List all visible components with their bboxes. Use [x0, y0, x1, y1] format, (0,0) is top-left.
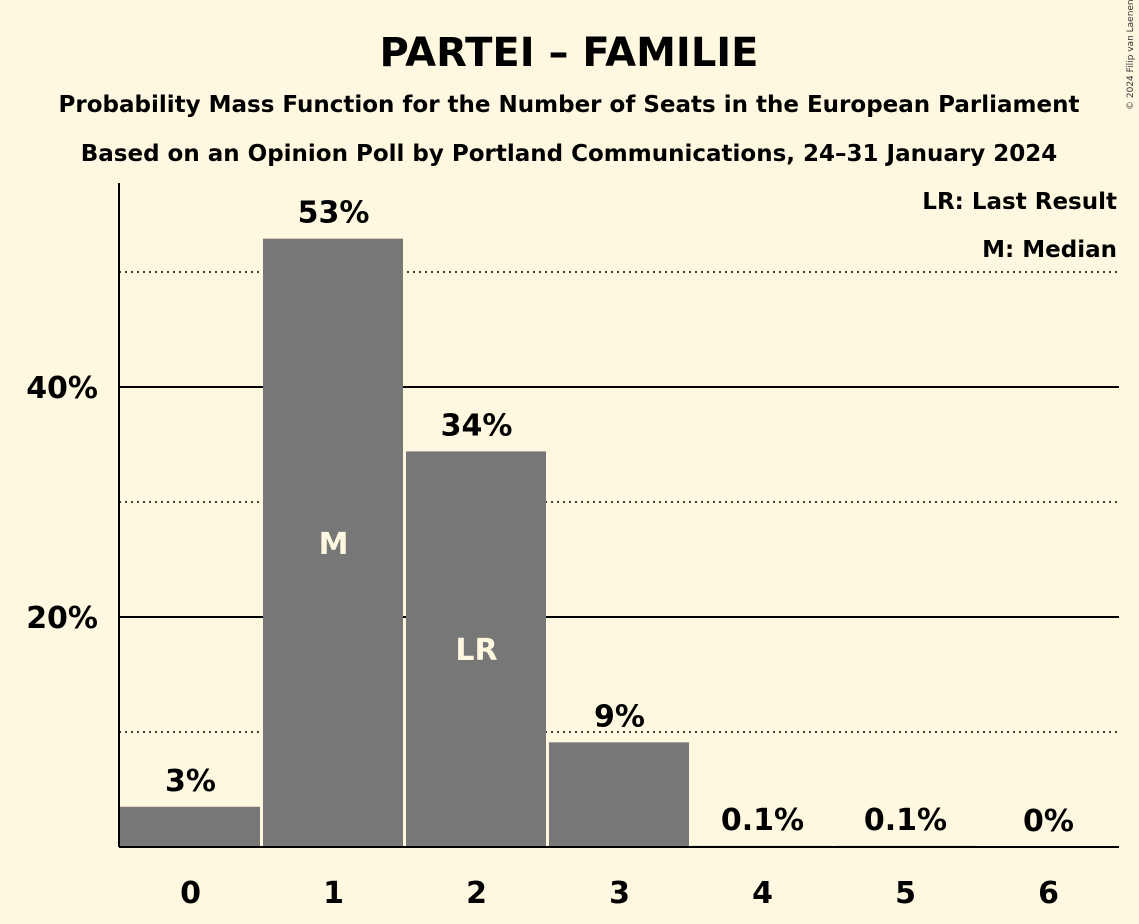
x-tick-label: 2 [466, 876, 487, 911]
x-tick-label: 6 [1038, 876, 1059, 911]
bar-1 [263, 238, 403, 847]
data-label-5: 0.1% [864, 803, 947, 838]
data-label-4: 0.1% [721, 803, 804, 838]
chart-subtitle-source: Based on an Opinion Poll by Portland Com… [81, 141, 1058, 167]
x-tick-label: 0 [180, 876, 201, 911]
bar-3 [549, 742, 689, 847]
legend-median: M: Median [982, 237, 1117, 263]
y-tick-label: 40% [26, 371, 98, 406]
data-label-3: 9% [594, 699, 645, 734]
x-tick-label: 4 [752, 876, 773, 911]
data-label-1: 53% [298, 196, 370, 231]
axes: 20% 40% 0 1 2 3 4 5 6 [26, 183, 1119, 911]
bars [120, 238, 975, 847]
x-tick-label: 3 [609, 876, 630, 911]
bar-marker-1: M [319, 527, 349, 562]
chart-title: PARTEI – FAMILIE [379, 30, 758, 76]
data-labels: 3% 53% M 34% LR 9% 0.1% 0.1% 0% [165, 196, 1074, 839]
x-tick-label: 1 [323, 876, 344, 911]
bar-marker-2: LR [455, 633, 497, 668]
data-label-0: 3% [165, 764, 216, 799]
y-tick-label: 20% [26, 601, 98, 636]
x-tick-label: 5 [895, 876, 916, 911]
legend-last-result: LR: Last Result [922, 189, 1117, 215]
bar-2 [406, 451, 546, 847]
copyright-text: © 2024 Filip van Laenen [1126, 0, 1136, 110]
chart-subtitle: Probability Mass Function for the Number… [59, 92, 1080, 118]
data-label-2: 34% [441, 408, 513, 443]
data-label-6: 0% [1023, 804, 1074, 839]
bar-0 [120, 806, 260, 847]
